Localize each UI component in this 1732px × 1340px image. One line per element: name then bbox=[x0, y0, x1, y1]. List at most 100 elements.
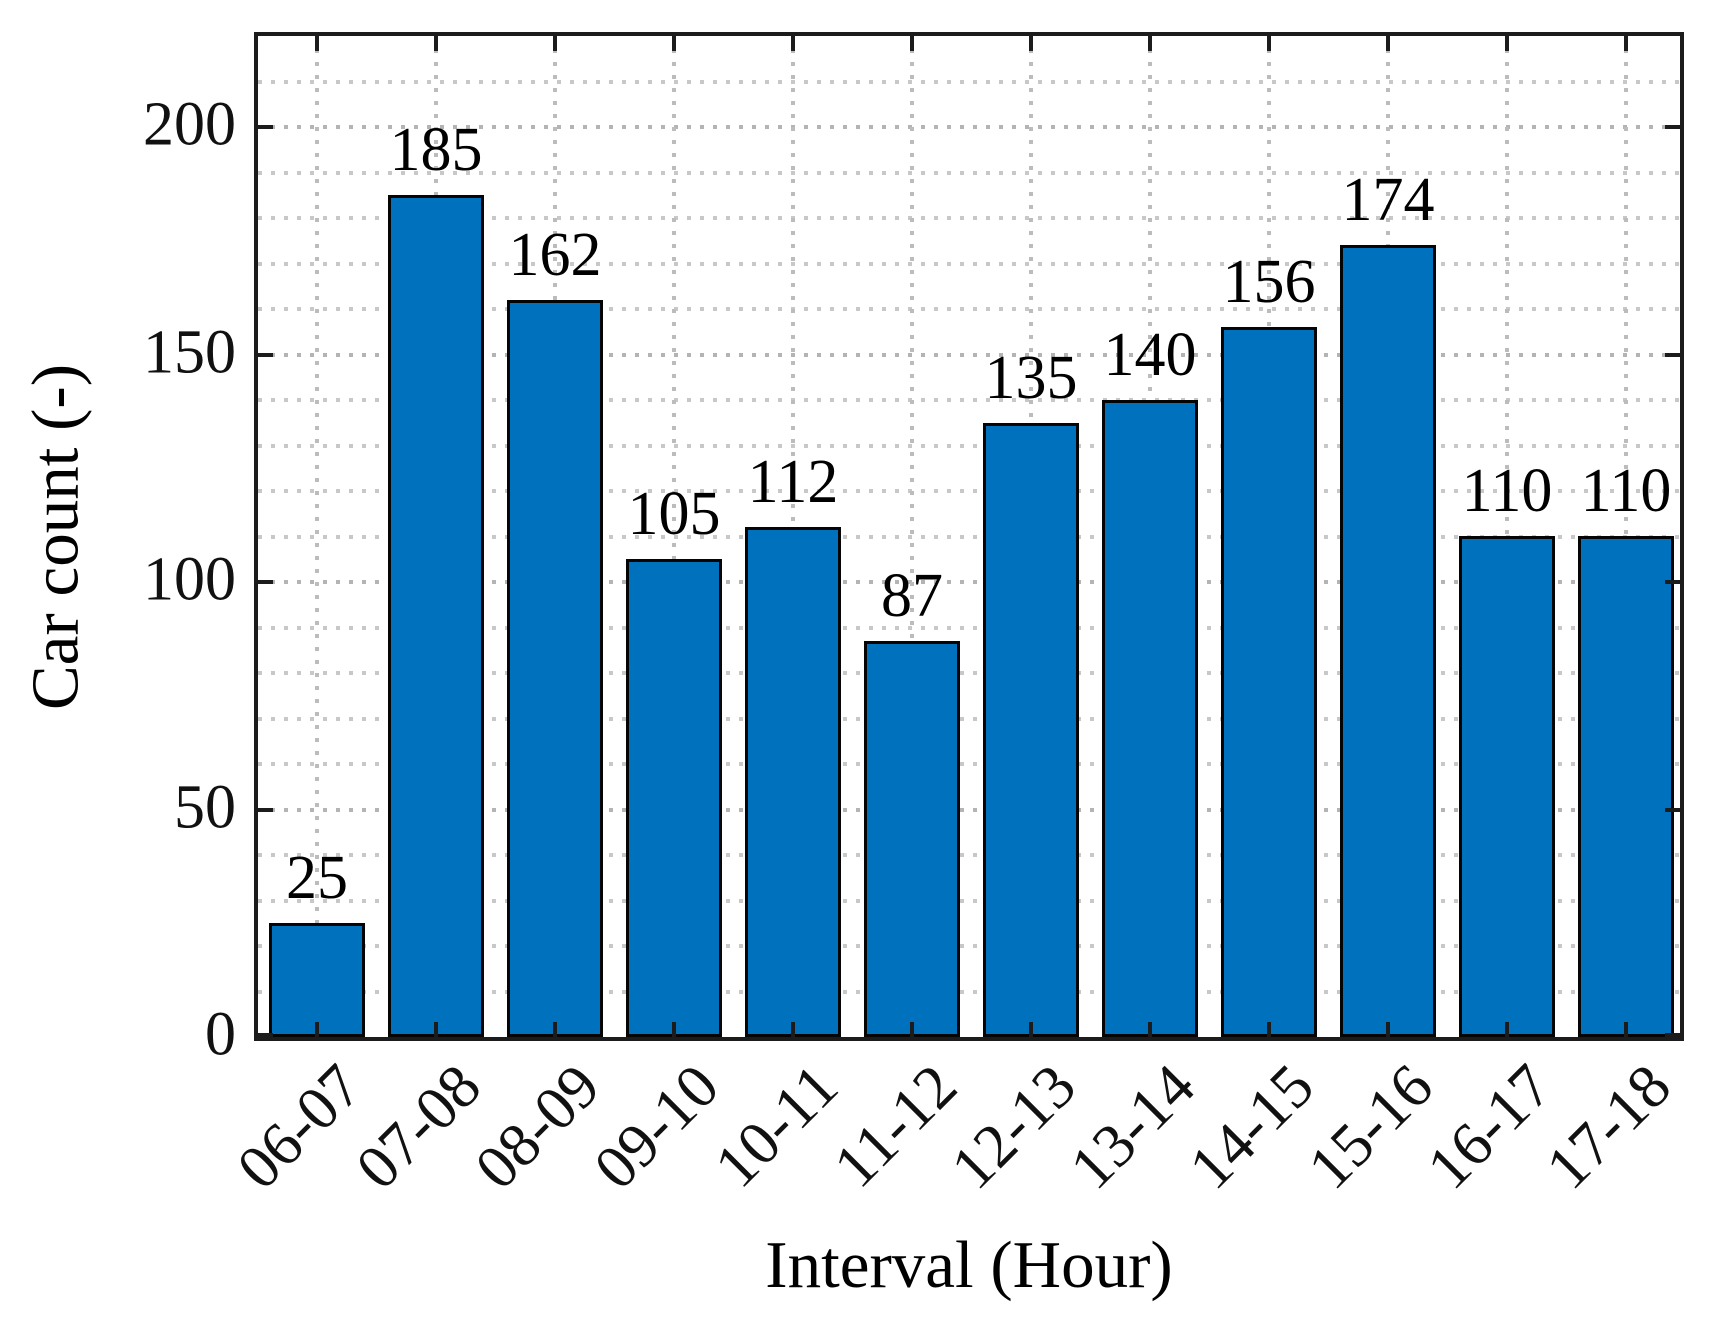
x-tick-label: 09-10 bbox=[581, 1051, 732, 1203]
x-tick-mark-top bbox=[1148, 36, 1152, 51]
bar bbox=[864, 641, 960, 1037]
x-tick-label: 06-07 bbox=[224, 1051, 375, 1203]
x-tick-label: 11-12 bbox=[821, 1051, 970, 1201]
x-tick-mark bbox=[315, 1022, 319, 1037]
bar-value-label: 140 bbox=[1103, 321, 1197, 389]
y-tick-mark-right bbox=[1665, 580, 1680, 584]
x-tick-label: 12-13 bbox=[938, 1051, 1089, 1203]
x-tick-mark-top bbox=[1505, 36, 1509, 51]
x-tick-mark-top bbox=[315, 36, 319, 51]
x-tick-mark-top bbox=[1267, 36, 1271, 51]
y-minor-gridline bbox=[258, 398, 1680, 402]
x-tick-label: 14-15 bbox=[1176, 1051, 1327, 1203]
bar-value-label: 112 bbox=[747, 448, 839, 516]
x-tick-mark bbox=[1267, 1022, 1271, 1037]
y-tick-mark-right bbox=[1665, 1033, 1680, 1037]
y-minor-gridline bbox=[258, 307, 1680, 311]
plot-area: 25 185 162 105 112 87 135 140 156 174 110 110 bbox=[254, 32, 1684, 1041]
y-tick-label: 50 bbox=[174, 773, 236, 842]
bar bbox=[745, 527, 841, 1037]
y-tick-mark bbox=[258, 580, 273, 584]
x-tick-mark bbox=[1386, 1022, 1390, 1037]
y-minor-gridline bbox=[258, 716, 1680, 721]
y-major-gridline bbox=[258, 125, 1680, 129]
y-minor-gridline bbox=[258, 443, 1680, 448]
y-minor-gridline bbox=[258, 534, 1680, 539]
x-tick-mark bbox=[1505, 1022, 1509, 1037]
y-tick-mark bbox=[258, 125, 273, 129]
x-tick-label: 17-18 bbox=[1533, 1051, 1684, 1203]
x-tick-mark bbox=[672, 1022, 676, 1037]
y-tick-mark-right bbox=[1665, 125, 1680, 129]
y-minor-gridline bbox=[258, 216, 1680, 220]
ticks-layer bbox=[258, 36, 1680, 1037]
y-tick-mark bbox=[258, 352, 273, 357]
y-minor-gridline bbox=[258, 170, 1680, 175]
y-minor-gridline bbox=[258, 853, 1680, 857]
y-minor-gridline bbox=[258, 944, 1680, 948]
bar-value-label: 174 bbox=[1341, 166, 1435, 234]
bar-value-label: 156 bbox=[1222, 248, 1316, 316]
bar bbox=[507, 300, 603, 1037]
x-tick-mark-top bbox=[1029, 36, 1033, 51]
x-tick-mark-top bbox=[1624, 36, 1628, 51]
bar bbox=[626, 559, 722, 1037]
bar bbox=[1102, 400, 1198, 1037]
y-minor-gridline bbox=[258, 989, 1680, 994]
y-minor-gridline bbox=[258, 79, 1680, 84]
x-tick-label: 15-16 bbox=[1295, 1051, 1446, 1203]
bar bbox=[269, 923, 365, 1037]
y-major-gridline bbox=[258, 352, 1680, 357]
y-minor-gridline bbox=[258, 261, 1680, 266]
y-tick-label: 100 bbox=[143, 545, 236, 614]
y-tick-mark-right bbox=[1665, 807, 1680, 812]
x-gridline bbox=[910, 36, 914, 1037]
bar bbox=[388, 195, 484, 1037]
x-tick-mark-top bbox=[434, 36, 438, 51]
bar-value-label: 25 bbox=[286, 844, 348, 912]
bar-value-label: 105 bbox=[627, 480, 721, 548]
bar-value-labels-layer: 25 185 162 105 112 87 135 140 156 174 110 110 bbox=[258, 36, 1680, 1037]
x-tick-mark-top bbox=[672, 36, 676, 51]
x-tick-mark-top bbox=[1386, 36, 1390, 51]
y-minor-gridline bbox=[258, 671, 1680, 675]
y-tick-label: 150 bbox=[143, 318, 236, 387]
bar-value-label: 162 bbox=[508, 221, 602, 289]
bar-value-label: 87 bbox=[881, 562, 943, 630]
y-tick-label: 200 bbox=[143, 90, 236, 159]
bar-value-label: 110 bbox=[1461, 457, 1553, 525]
bar-value-label: 110 bbox=[1580, 457, 1672, 525]
bar-value-label: 185 bbox=[389, 116, 483, 184]
x-tick-label: 16-17 bbox=[1414, 1051, 1565, 1203]
bar bbox=[1340, 245, 1436, 1037]
x-tick-mark bbox=[1148, 1022, 1152, 1037]
x-gridline bbox=[672, 36, 676, 1037]
y-minor-gridline bbox=[258, 898, 1680, 903]
y-tick-mark-right bbox=[1665, 352, 1680, 357]
x-tick-mark bbox=[791, 1022, 795, 1037]
x-tick-mark-top bbox=[910, 36, 914, 51]
y-axis-label: Car count (-) bbox=[18, 363, 93, 711]
x-axis-label: Interval (Hour) bbox=[765, 1228, 1173, 1302]
x-tick-label: 08-09 bbox=[462, 1051, 613, 1203]
x-tick-mark bbox=[1029, 1022, 1033, 1037]
x-tick-mark-top bbox=[553, 36, 557, 51]
x-tick-mark bbox=[910, 1022, 914, 1037]
bars-layer bbox=[258, 36, 1680, 1037]
y-tick-mark bbox=[258, 807, 273, 812]
x-tick-label: 07-08 bbox=[343, 1051, 494, 1203]
x-tick-mark bbox=[1624, 1022, 1628, 1037]
x-gridline bbox=[315, 36, 319, 1037]
bar bbox=[1578, 536, 1674, 1037]
x-tick-label: 10-11 bbox=[702, 1051, 851, 1201]
y-major-gridline bbox=[258, 580, 1680, 584]
x-tick-mark bbox=[553, 1022, 557, 1037]
x-tick-label: 13-14 bbox=[1057, 1051, 1208, 1203]
y-major-gridline bbox=[258, 807, 1680, 812]
x-tick-mark-top bbox=[791, 36, 795, 51]
y-tick-label: 0 bbox=[205, 1000, 236, 1069]
bar-value-label: 135 bbox=[984, 344, 1078, 412]
y-minor-gridline bbox=[258, 625, 1680, 630]
bar bbox=[1221, 327, 1317, 1037]
